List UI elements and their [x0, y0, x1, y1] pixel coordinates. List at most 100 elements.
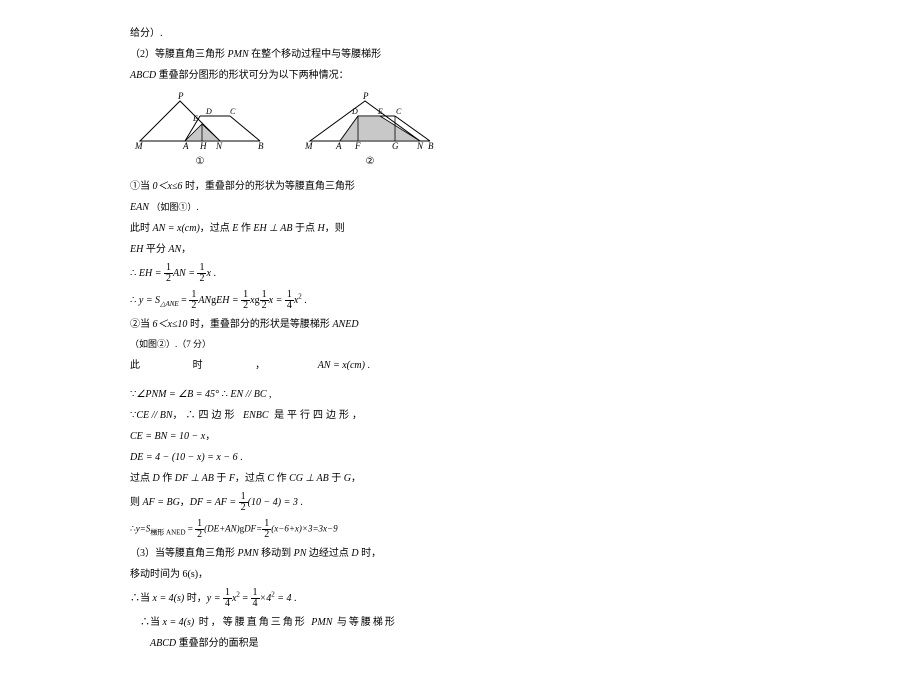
frac-half-1: 12 [164, 263, 173, 284]
text: 边经过点 [306, 548, 351, 559]
frac-half-5: 12 [260, 290, 269, 311]
line-8: ∴ EH = 12AN = 12x . [130, 263, 470, 284]
text: . [298, 496, 303, 507]
var-ean: EAN [130, 202, 149, 213]
text: . [238, 452, 243, 463]
svg-text:M: M [304, 141, 313, 151]
line-5: EAN （如图①）. [130, 200, 470, 215]
math: CG ⊥ AB [289, 473, 329, 484]
text: 于 [329, 473, 344, 484]
math: x = 4(s) [163, 617, 195, 628]
line-6: 此时 AN = x(cm)，过点 E 作 EH ⊥ AB 于点 H，则 [130, 221, 470, 236]
figure-1-caption: ① [130, 156, 270, 167]
line-11: （如图②）.（7 分） [130, 338, 470, 352]
figure-1-svg: P M A H N B E D C [130, 91, 270, 151]
math: CE = BN = 10 − x [130, 431, 205, 442]
math: DF= [244, 523, 262, 533]
text: （3）当等腰直角三角形 [130, 548, 238, 559]
var: ABCD [150, 638, 176, 649]
text: 移动时间为 6(s)， [130, 569, 208, 580]
frac-half-7: 12 [195, 519, 204, 540]
var: H [317, 223, 324, 234]
var: ENBC [243, 410, 269, 421]
math: ×4 [260, 592, 272, 603]
text: 重叠部分图形的形状可分为以下两种情况： [156, 70, 349, 81]
line-12: 此 时 ， AN = x(cm) . [130, 358, 370, 373]
text: 重叠部分的面积是 [176, 638, 259, 649]
figure-row: P M A H N B E D C ① P M A F G N [130, 91, 470, 167]
text: 此 [130, 358, 140, 373]
frac-half-3: 12 [189, 290, 198, 311]
text: 则 [130, 496, 143, 507]
line-9: ∴ y = S△ANE = 12ANgEH = 12xg12x = 14x2 . [130, 290, 470, 311]
svg-text:H: H [199, 141, 207, 151]
math: EH ⊥ AB [253, 223, 292, 234]
text: 是平行四边形， [269, 410, 366, 421]
figure-1-wrap: P M A H N B E D C ① [130, 91, 270, 167]
math: (DE+AN) [204, 523, 240, 533]
figure-2-caption: ② [300, 156, 440, 167]
document-content: 给分）. （2）等腰直角三角形 PMN 在整个移动过程中与等腰梯形 ABCD 重… [130, 26, 470, 651]
text: , [267, 389, 272, 400]
line-10: ②当 6＜x≤10 时，重叠部分的形状是等腰梯形 ANED [130, 317, 470, 332]
figure-2-svg: P M A F G N B D E C [300, 91, 440, 151]
math: AN = x(cm) [153, 223, 200, 234]
svg-text:M: M [134, 141, 143, 151]
line-22: ∴当 x = 4(s) 时，y = 14x2 = 14×42 = 4 . [130, 588, 470, 609]
svg-text:B: B [258, 141, 264, 151]
line-15: CE = BN = 10 − x， [130, 429, 470, 444]
math: DF ⊥ AB [175, 473, 214, 484]
math: y = S [139, 295, 160, 306]
line-17: 过点 D 作 DF ⊥ AB 于 F，过点 C 作 CG ⊥ AB 于 G， [130, 471, 470, 486]
svg-text:P: P [177, 91, 184, 101]
figure-2-wrap: P M A F G N B D E C ② [300, 91, 440, 167]
line-23: ∴当 x = 4(s) 时，等腰直角三角形 PMN 与等腰梯形 [130, 615, 470, 630]
var: D [153, 473, 160, 484]
var: PMN [238, 548, 259, 559]
svg-text:D: D [205, 107, 212, 116]
math: x = [269, 295, 285, 306]
text: 时， [184, 592, 207, 603]
line-21: 移动时间为 6(s)， [130, 567, 470, 582]
svg-text:P: P [362, 91, 369, 101]
math: 0＜x≤6 [153, 181, 183, 192]
svg-text:C: C [396, 107, 402, 116]
line-3: ABCD 重叠部分图形的形状可分为以下两种情况： [130, 68, 470, 83]
text: ， [205, 431, 215, 442]
svg-text:N: N [215, 141, 223, 151]
line-20: （3）当等腰直角三角形 PMN 移动到 PN 边经过点 D 时， [130, 546, 470, 561]
svg-text:C: C [230, 107, 236, 116]
frac-half-8: 12 [262, 519, 271, 540]
line-1: 给分）. [130, 26, 470, 41]
var: AN [168, 244, 181, 255]
text: . [292, 592, 297, 603]
subscript: 梯形 ANED [150, 528, 185, 536]
text: ②当 [130, 319, 153, 330]
svg-text:B: B [428, 141, 434, 151]
text: ， [180, 496, 190, 507]
text: 在整个移动过程中与等腰梯形 [249, 49, 382, 60]
frac-quarter-1: 14 [285, 290, 294, 311]
line-14: ∵CE // BN，∴四边形 ENBC 是平行四边形， [130, 408, 470, 423]
line-18: 则 AF = BG，DF = AF = 12(10 − 4) = 3 . [130, 492, 470, 513]
text: （如图②）.（7 分） [130, 339, 211, 349]
math: y = [207, 592, 223, 603]
text: ∴当 [130, 592, 153, 603]
text: （如图①）. [151, 202, 198, 212]
svg-text:G: G [392, 141, 399, 151]
math: (x−6+x)×3=3x−9 [271, 523, 337, 533]
math: y=S [136, 523, 151, 533]
text: 于 [214, 473, 229, 484]
text: 平分 [143, 244, 168, 255]
svg-text:E: E [192, 114, 198, 123]
math: (10 − 4) = 3 [248, 496, 298, 507]
text: . [365, 360, 370, 371]
text: 此时 [130, 223, 153, 234]
text: 过点 [130, 473, 153, 484]
text: ，则 [325, 223, 345, 234]
text: ， [351, 473, 361, 484]
math: ∠PNM = ∠B = 45° [136, 389, 219, 400]
svg-text:E: E [377, 107, 383, 116]
math: DE = 4 − (10 − x) = x − 6 [130, 452, 238, 463]
text: . [302, 295, 307, 306]
